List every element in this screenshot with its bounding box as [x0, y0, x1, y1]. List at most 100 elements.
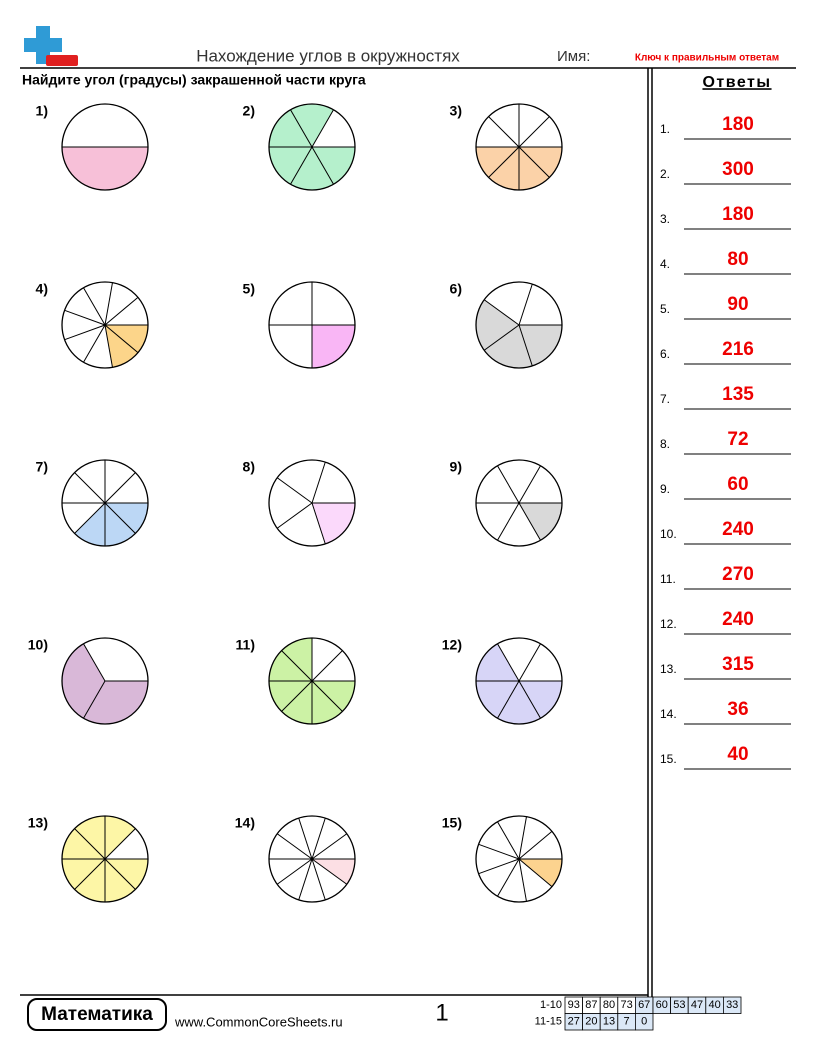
division: [497, 465, 520, 504]
score-value: 47: [691, 999, 703, 1011]
answer-label: 15.: [660, 752, 677, 766]
division: [104, 502, 136, 534]
shaded-sector: [312, 503, 355, 544]
problem-label: 3): [450, 103, 462, 119]
division: [104, 324, 113, 368]
logo-minus: [46, 55, 78, 66]
shaded-sector: [281, 638, 312, 681]
division: [483, 299, 520, 326]
division: [497, 680, 520, 719]
division: [276, 477, 313, 504]
instructions: Найдите угол (градусы) закрашенной части…: [22, 72, 366, 88]
division: [518, 830, 553, 860]
division: [74, 472, 106, 504]
division: [276, 858, 313, 885]
division: [518, 146, 550, 178]
problem-label: 6): [450, 281, 462, 297]
answer-value: 315: [722, 654, 754, 675]
shaded-sector: [290, 104, 334, 147]
answer-value: 240: [722, 609, 754, 630]
division: [518, 283, 533, 326]
shaded-sector: [105, 325, 148, 353]
division: [311, 817, 326, 860]
division: [64, 324, 106, 341]
division: [298, 817, 313, 860]
answer-value: 240: [722, 519, 754, 540]
score-value: 13: [603, 1016, 615, 1028]
division: [276, 502, 313, 529]
problem-label: 15): [442, 815, 462, 831]
division: [518, 858, 527, 902]
problem-label: 14): [235, 815, 255, 831]
division: [311, 146, 334, 185]
division: [311, 833, 348, 860]
division: [290, 109, 313, 148]
answer-value: 36: [727, 699, 748, 720]
shaded-sector: [519, 859, 562, 887]
division: [83, 680, 106, 719]
division: [104, 858, 136, 890]
division: [311, 109, 334, 148]
problem-label: 5): [243, 281, 255, 297]
problem-label: 4): [36, 281, 48, 297]
division: [518, 116, 550, 148]
division: [83, 324, 106, 363]
shaded-sector: [497, 681, 541, 724]
division: [488, 116, 520, 148]
division: [483, 324, 520, 351]
answer-label: 4.: [660, 257, 670, 271]
answer-value: 72: [727, 429, 748, 450]
answer-label: 2.: [660, 167, 670, 181]
problem-label: 2): [243, 103, 255, 119]
division: [518, 324, 533, 367]
answer-value: 135: [722, 384, 754, 405]
answer-label: 7.: [660, 392, 670, 406]
answer-key: Ключ к правильным ответам: [635, 53, 779, 64]
division: [290, 146, 313, 185]
problem-label: 1): [36, 103, 48, 119]
shaded-sector: [519, 147, 562, 178]
shaded-sector: [105, 859, 136, 902]
division: [104, 282, 113, 326]
name-label: Имя:: [557, 48, 590, 65]
score-value: 7: [624, 1016, 630, 1028]
division: [83, 287, 106, 326]
score-row-label: 11-15: [535, 1016, 562, 1028]
division: [518, 643, 541, 682]
problem-label: 9): [450, 459, 462, 475]
division: [497, 858, 520, 897]
page-number: 1: [435, 999, 448, 1026]
answer-label: 11.: [660, 572, 676, 586]
answer-value: 80: [727, 249, 748, 270]
division: [104, 324, 139, 354]
shaded-sector: [475, 299, 519, 351]
brand-box: [27, 998, 167, 1031]
division: [74, 858, 106, 890]
shaded-sector: [290, 147, 334, 190]
shaded-sector: [312, 325, 355, 368]
answer-label: 3.: [660, 212, 670, 226]
shaded-sector: [312, 681, 343, 724]
answer-label: 10.: [660, 527, 677, 541]
problem-label: 8): [243, 459, 255, 475]
answer-label: 9.: [660, 482, 670, 496]
score-value: 27: [568, 1016, 580, 1028]
answer-label: 8.: [660, 437, 670, 451]
logo: [24, 26, 78, 66]
division: [311, 502, 326, 545]
answer-value: 90: [727, 294, 748, 315]
division: [518, 680, 541, 719]
division: [518, 465, 541, 504]
answer-value: 180: [722, 114, 754, 135]
shaded-sector: [105, 325, 138, 368]
shaded-sector: [105, 503, 148, 534]
answer-label: 12.: [660, 617, 677, 631]
shaded-sector: [312, 681, 355, 712]
answer-label: 14.: [660, 707, 677, 721]
brand: Математика: [41, 1004, 153, 1025]
answer-label: 1.: [660, 122, 670, 136]
shaded-sector: [269, 650, 312, 681]
answer-label: 6.: [660, 347, 670, 361]
score-value: 67: [638, 999, 650, 1011]
